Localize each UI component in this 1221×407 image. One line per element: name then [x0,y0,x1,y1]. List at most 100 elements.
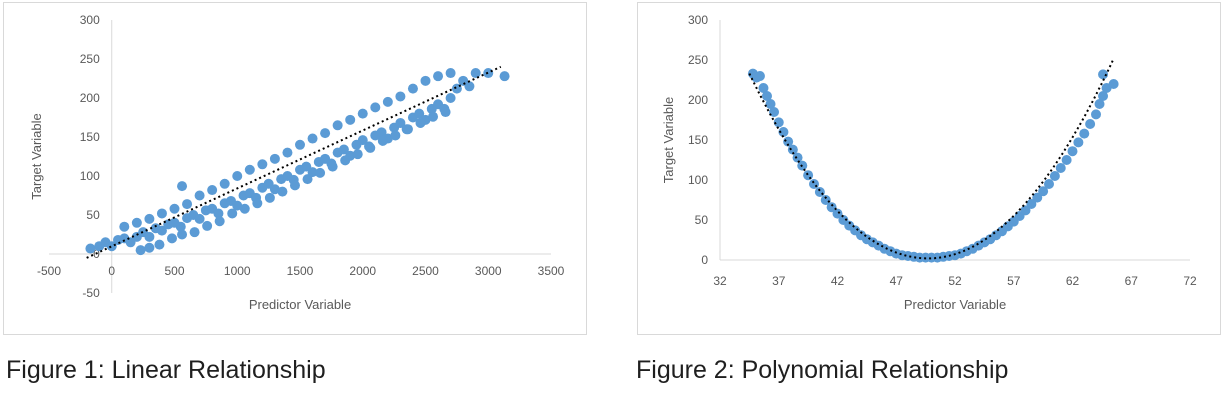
data-point [352,149,363,160]
data-point [758,83,769,93]
polynomial-chart: 32 37 42 47 52 57 62 67 72 0 50 100 150 200 250 300 Pred… [637,2,1221,335]
data-point [402,124,413,135]
linear-chart: -5000500100015002000250030003500-5005010… [3,2,587,335]
data-point [264,192,275,203]
data-point [269,184,280,195]
data-point [135,245,146,256]
data-point [1079,128,1090,139]
data-point [1061,155,1072,165]
polynomial-chart-plot: 32 37 42 47 52 57 62 67 72 0 50 100 150 200 250 300 Pred… [661,13,1197,312]
data-point [803,170,814,181]
trendline [748,58,1115,260]
figure-2-caption: Figure 2: Polynomial Relationship [636,356,1009,384]
data-point [357,108,368,119]
data-point [166,233,177,244]
data-point [213,208,224,219]
data-point [787,144,798,155]
data-point [377,135,388,146]
data-point [156,225,167,236]
data-point [370,102,381,113]
data-point [778,127,789,137]
data-point [277,186,288,197]
y-tick-label: 50 [86,208,100,222]
data-point [428,111,439,122]
data-point [252,198,263,209]
data-point [320,128,331,139]
y-tick-label: 150 [80,130,100,144]
data-point [175,221,186,232]
x-tick-label: 47 [890,274,904,288]
x-tick-label: 42 [831,274,845,288]
x-tick-label: -500 [37,264,61,278]
data-point [332,120,343,131]
y-axis-title: Target Variable [661,97,676,183]
x-tick-label: 37 [772,274,786,288]
data-point [765,99,776,109]
y-tick-label: 200 [688,93,708,107]
data-point [395,91,406,102]
x-tick-label: 72 [1183,274,1197,288]
data-point [365,142,376,153]
data-point [144,231,155,242]
data-point [464,81,475,92]
data-point [106,241,117,252]
data-point [156,208,167,219]
data-point [407,83,418,94]
data-point [773,117,784,128]
trendline [86,65,502,259]
data-point [1108,79,1119,89]
data-point [414,108,425,119]
data-point [1032,192,1043,203]
data-point [1091,109,1101,120]
data-point [415,117,426,128]
data-point [1085,119,1096,129]
y-tick-label: -50 [82,286,100,300]
data-point [762,91,772,101]
x-axis-title: Predictor Variable [904,297,1006,312]
x-tick-label: 57 [1007,274,1021,288]
data-point [1026,199,1037,209]
data-point [214,216,225,227]
y-tick-label: 300 [688,13,708,27]
data-point [1038,186,1049,197]
data-point [239,203,250,214]
data-point [390,130,401,141]
y-tick-label: 300 [80,13,100,27]
data-point [154,239,165,250]
data-point [340,155,351,166]
x-tick-label: 2500 [412,264,439,278]
data-point [327,161,338,172]
data-point [1098,69,1109,80]
data-point [169,203,180,214]
data-point [1098,91,1109,101]
x-tick-label: 0 [108,264,115,278]
data-point [85,243,96,254]
data-point [227,208,238,219]
figure-1-caption: Figure 1: Linear Relationship [6,356,326,384]
data-point [483,68,494,79]
x-tick-label: 3500 [538,264,565,278]
data-point [315,167,326,178]
data-point [232,171,243,181]
data-point [820,195,831,205]
data-point [395,117,406,128]
y-tick-label: 150 [688,133,708,147]
data-point [1073,137,1084,148]
data-point [433,71,444,82]
data-point [1094,99,1105,109]
data-point [131,217,142,228]
data-point [307,167,318,178]
data-point [809,179,819,189]
y-tick-label: 50 [695,213,709,227]
data-point [470,68,481,79]
y-tick-label: 100 [688,173,708,187]
y-tick-label: 250 [688,53,708,67]
data-point [207,185,218,196]
data-point [194,190,205,201]
data-point [182,199,193,210]
data-point [269,153,280,164]
x-tick-label: 500 [164,264,184,278]
linear-chart-plot: -5000500100015002000250030003500-5005010… [29,13,565,312]
x-axis-title: Predictor Variable [249,297,351,312]
x-tick-label: 3000 [475,264,502,278]
